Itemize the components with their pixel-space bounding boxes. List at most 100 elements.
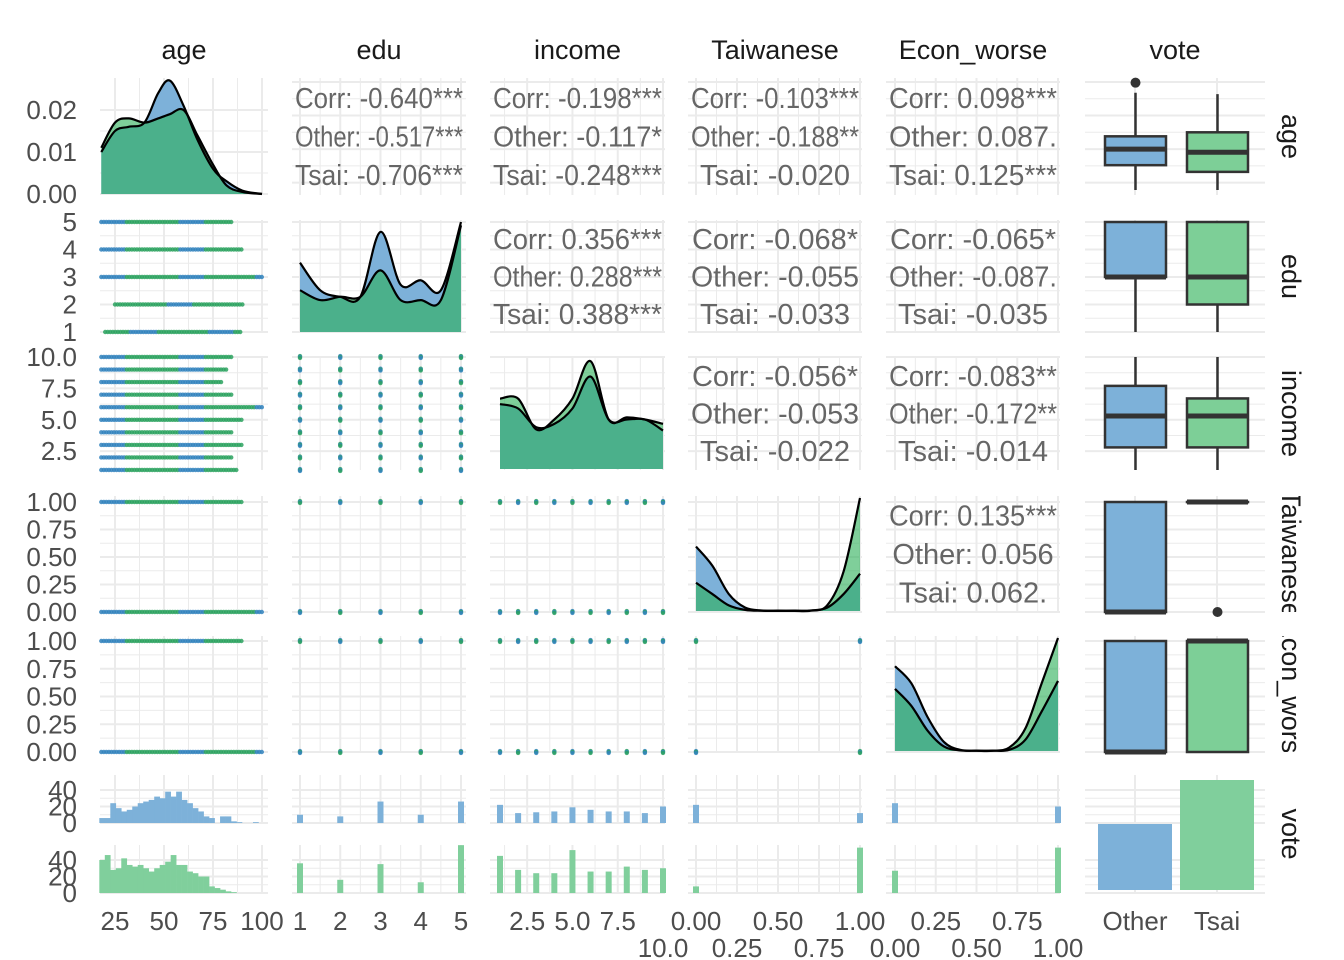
y-tick-Econ_worse: 0.00 bbox=[26, 737, 77, 767]
scatter-point bbox=[378, 610, 383, 616]
histogram-bar bbox=[143, 868, 150, 893]
scatter-point bbox=[378, 639, 383, 645]
x-tick-edu: 4 bbox=[414, 906, 428, 936]
scatter-point bbox=[239, 442, 244, 448]
strip-right-label: vote bbox=[1276, 808, 1306, 859]
panel-income-edu bbox=[292, 356, 466, 470]
histogram-bar bbox=[176, 791, 182, 823]
scatter-point bbox=[229, 219, 234, 225]
scatter-point bbox=[458, 355, 464, 361]
histogram-bar bbox=[533, 812, 540, 823]
panel-Econ_worse-age bbox=[100, 636, 268, 753]
panel-Taiwanese-edu bbox=[292, 496, 466, 613]
corr-panel-age-Econ_worse: Corr: 0.098*** Other: 0.087. Tsai: 0.125**… bbox=[889, 83, 1057, 192]
y-tick-edu: 2 bbox=[63, 290, 77, 320]
histogram-bar bbox=[569, 807, 576, 823]
histogram-bar bbox=[170, 796, 177, 823]
scatter-point bbox=[660, 639, 666, 645]
histogram-bar bbox=[587, 809, 594, 823]
histogram-income-other bbox=[497, 804, 666, 823]
y-tick-income: 2.5 bbox=[41, 436, 77, 466]
y-tick-edu: 1 bbox=[63, 317, 77, 347]
scatter-age-Econ_worse bbox=[99, 638, 265, 755]
x-tick-vote: Tsai bbox=[1194, 906, 1240, 936]
corr-other: Other: -0.053 bbox=[691, 399, 859, 431]
scatter-point bbox=[418, 610, 423, 616]
scatter-point bbox=[239, 499, 244, 505]
histogram-bar bbox=[337, 816, 344, 823]
corr-tsai: Tsai: -0.706*** bbox=[295, 160, 463, 192]
corr-overall: Corr: -0.198*** bbox=[493, 83, 662, 115]
histogram-bar bbox=[220, 816, 226, 823]
histogram-bar bbox=[892, 803, 898, 823]
panel-income-age bbox=[100, 356, 268, 470]
boxplot-box bbox=[1185, 639, 1250, 754]
scatter-point bbox=[229, 392, 234, 397]
histogram-bar bbox=[533, 873, 540, 893]
histogram-Econ_worse-other bbox=[892, 803, 1061, 823]
histogram-age-other bbox=[99, 791, 259, 823]
strip-right-label: income bbox=[1276, 370, 1306, 457]
y-tick-Econ_worse: 0.75 bbox=[26, 654, 77, 684]
scatter-point bbox=[552, 750, 557, 756]
scatter-point bbox=[418, 431, 423, 436]
scatter-point bbox=[588, 610, 593, 616]
scatter-point bbox=[534, 610, 539, 616]
scatter-point bbox=[660, 500, 666, 506]
boxplot-box bbox=[1103, 220, 1168, 279]
corr-tsai: Tsai: 0.062. bbox=[899, 577, 1047, 609]
scatter-point bbox=[642, 610, 648, 616]
y-tick-Taiwanese: 0.75 bbox=[26, 515, 77, 545]
density-area-tsai bbox=[696, 498, 860, 612]
strip-right-label: age bbox=[1276, 114, 1306, 159]
strip-right-edu: edu bbox=[1276, 254, 1306, 299]
scatter-point bbox=[378, 405, 383, 411]
histogram-income-tsai bbox=[497, 850, 666, 893]
density-income bbox=[499, 360, 664, 469]
scatter-point bbox=[606, 750, 611, 756]
panel-vote-Taiwanese bbox=[688, 775, 862, 894]
histogram-bar bbox=[252, 822, 259, 823]
panel-age-income bbox=[490, 78, 665, 195]
scatter-point bbox=[660, 610, 666, 616]
scatter-point bbox=[570, 610, 575, 616]
scatter-point bbox=[418, 418, 423, 423]
strip-right-label: edu bbox=[1276, 254, 1306, 299]
x-tick-age: 50 bbox=[150, 906, 179, 936]
x-tick-Taiwanese: 0.50 bbox=[753, 906, 804, 936]
histogram-edu-tsai bbox=[297, 845, 464, 893]
histogram-bar bbox=[660, 868, 666, 893]
scatter-point bbox=[234, 467, 239, 473]
scatter-point bbox=[857, 639, 863, 645]
scatter-point bbox=[239, 638, 244, 644]
histogram-bar bbox=[154, 868, 160, 893]
histogram-bar bbox=[170, 855, 177, 893]
corr-overall: Corr: 0.135*** bbox=[889, 501, 1057, 533]
scatter-point bbox=[259, 609, 265, 615]
histogram-bar bbox=[110, 803, 117, 823]
scatter-point bbox=[606, 639, 611, 645]
x-tick-Taiwanese: 1.00 bbox=[835, 906, 886, 936]
scatter-point bbox=[218, 379, 224, 385]
histogram-bar bbox=[693, 804, 699, 823]
histogram-bar bbox=[1055, 806, 1061, 823]
histogram-bar bbox=[181, 799, 188, 823]
histogram-bar bbox=[176, 864, 182, 893]
histogram-bar bbox=[225, 891, 232, 893]
boxplot-Econ_worse bbox=[1103, 638, 1250, 755]
histogram-bar bbox=[121, 858, 128, 893]
y-tick-vote: 20 bbox=[48, 862, 77, 892]
scatter-point bbox=[239, 417, 244, 422]
scatter-point bbox=[338, 500, 343, 506]
scatter-Taiwanese-edu bbox=[297, 498, 464, 616]
corr-other: Other: 0.087. bbox=[889, 122, 1057, 154]
histogram-bar bbox=[115, 808, 122, 823]
corr-overall: Corr: -0.056* bbox=[692, 361, 858, 393]
scatter-point bbox=[378, 456, 383, 461]
strip-top-vote: vote bbox=[1149, 35, 1200, 65]
scatter-point bbox=[458, 500, 464, 506]
scatter-point bbox=[642, 750, 648, 756]
boxplot-outlier bbox=[1212, 607, 1223, 617]
strip-right-vote: vote bbox=[1276, 808, 1306, 859]
